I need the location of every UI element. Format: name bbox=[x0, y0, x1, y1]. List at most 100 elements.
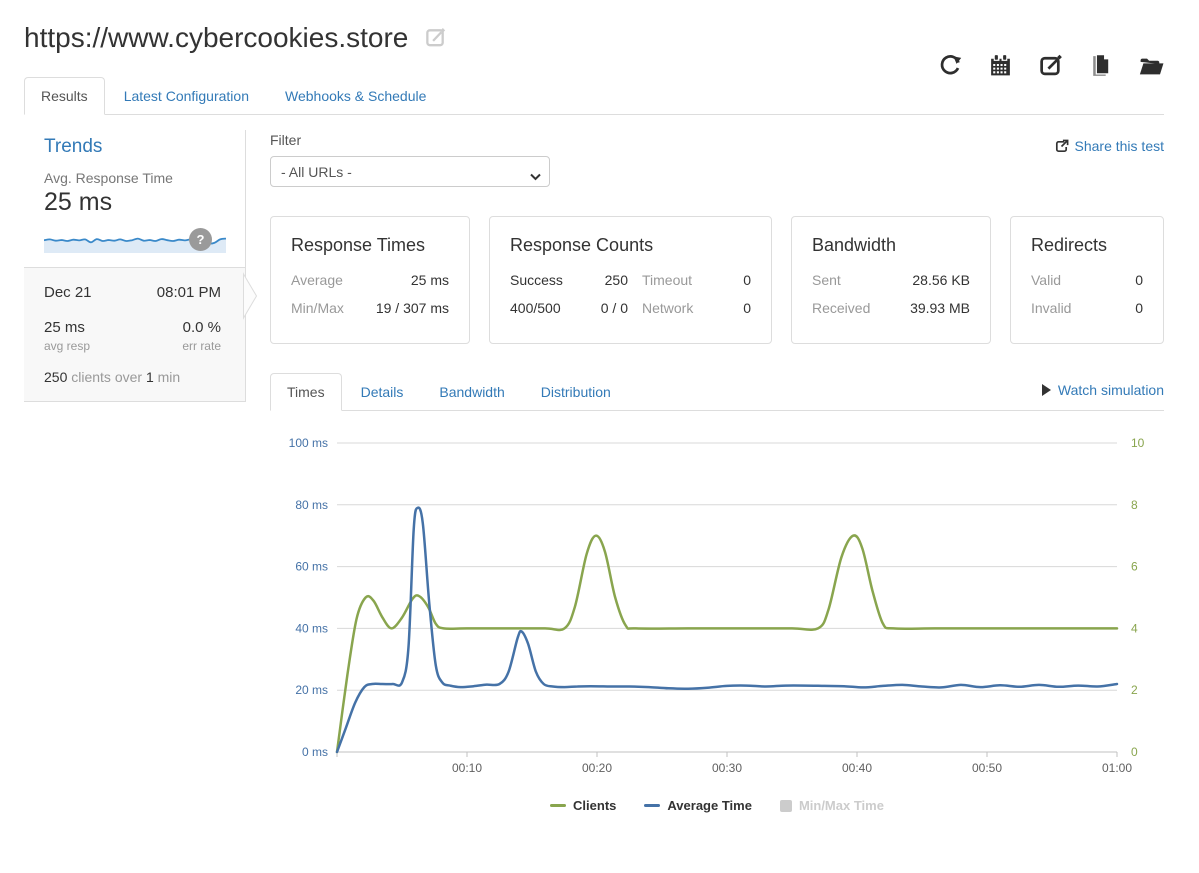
copy-icon[interactable] bbox=[1088, 52, 1114, 78]
test-toolbar bbox=[938, 52, 1164, 78]
help-badge[interactable]: ? bbox=[189, 228, 212, 251]
results-page: https://www.cybercookies.store bbox=[24, 20, 1164, 813]
x-axis-label: 00:40 bbox=[842, 761, 872, 775]
legend-label: Min/Max Time bbox=[798, 798, 884, 813]
x-axis-label: 00:30 bbox=[712, 761, 742, 775]
stat-label: Average bbox=[291, 272, 343, 288]
stat-value: 0 bbox=[1135, 300, 1143, 316]
avg-response-time-value: 25 ms bbox=[44, 188, 113, 216]
url-filter-select[interactable]: - All URLs - bbox=[270, 156, 550, 187]
trends-sidebar: Trends Avg. Response Time 25 ms ? Dec 21… bbox=[24, 130, 258, 402]
y-axis-right-label: 2 bbox=[1131, 683, 1138, 697]
clients-count: 250 bbox=[44, 369, 68, 385]
stat-label: Valid bbox=[1031, 272, 1062, 288]
result-avg-label: avg resp bbox=[44, 339, 91, 353]
x-axis-label: 00:20 bbox=[582, 761, 612, 775]
y-axis-right-label: 0 bbox=[1131, 745, 1138, 759]
clients-duration: 1 bbox=[145, 369, 154, 385]
result-err-label: err rate bbox=[182, 339, 221, 353]
filter-label: Filter bbox=[270, 132, 302, 148]
stat-value: 28.56 KB bbox=[912, 272, 970, 288]
page-title: https://www.cybercookies.store bbox=[24, 22, 409, 53]
legend-label: Clients bbox=[573, 798, 617, 813]
folder-open-icon[interactable] bbox=[1138, 52, 1164, 78]
stat-label: Received bbox=[812, 300, 871, 316]
chart-legend: Clients Average Time Min/Max Time bbox=[270, 798, 1164, 813]
stat-value: 0 bbox=[743, 272, 751, 288]
stat-label: Invalid bbox=[1031, 300, 1072, 316]
tab-times[interactable]: Times bbox=[270, 373, 342, 411]
card-title: Response Counts bbox=[510, 235, 654, 255]
x-axis-label: 00:10 bbox=[452, 761, 482, 775]
result-list-item[interactable]: Dec 21 08:01 PM 25 ms 0.0 % avg resp err… bbox=[24, 267, 258, 402]
main-tabs: Results Latest Configuration Webhooks & … bbox=[24, 77, 1164, 115]
watch-simulation-label: Watch simulation bbox=[1057, 382, 1164, 398]
min-max-box-swatch bbox=[779, 799, 792, 812]
stat-label: 400/500 bbox=[510, 300, 561, 316]
watch-simulation-link[interactable]: Watch simulation bbox=[1041, 382, 1164, 398]
stat-value: 0 / 0 bbox=[600, 300, 628, 316]
stat-label: Sent bbox=[812, 272, 841, 288]
url-filter: - All URLs - bbox=[270, 156, 550, 187]
share-test-label: Share this test bbox=[1074, 138, 1165, 154]
stat-value: 25 ms bbox=[410, 272, 449, 288]
legend-item-average-time[interactable]: Average Time bbox=[644, 798, 752, 813]
y-axis-right-label: 10 bbox=[1131, 436, 1145, 450]
stat-label: Success bbox=[510, 272, 563, 288]
stat-label: Min/Max bbox=[291, 300, 344, 316]
response-times-chart[interactable]: 0 ms 0 20 ms 2 40 ms 4 60 ms 6 80 ms 8 100 ms 10 00:… bbox=[270, 428, 1164, 790]
card-response-times: Response Times Average 25 ms Min/Max 19 / … bbox=[270, 216, 470, 344]
tab-details[interactable]: Details bbox=[360, 384, 404, 400]
result-avg-value: 25 ms bbox=[44, 319, 85, 336]
stat-value: 19 / 307 ms bbox=[375, 300, 449, 316]
y-axis-left-label: 20 ms bbox=[295, 683, 328, 697]
result-err-value: 0.0 % bbox=[182, 319, 221, 336]
legend-item-min-max-time[interactable]: Min/Max Time bbox=[779, 798, 884, 813]
stat-cards: Response Times Average 25 ms Min/Max 19 / … bbox=[270, 216, 1164, 344]
stat-label: Network bbox=[642, 300, 694, 316]
y-axis-right-label: 8 bbox=[1131, 498, 1138, 512]
y-axis-left-label: 100 ms bbox=[289, 436, 328, 450]
selected-result-arrow-icon bbox=[243, 272, 258, 325]
edit-icon[interactable] bbox=[1038, 52, 1064, 78]
tab-latest-configuration[interactable]: Latest Configuration bbox=[123, 88, 249, 104]
stat-value: 0 bbox=[743, 300, 751, 316]
legend-label: Average Time bbox=[667, 798, 752, 813]
calendar-icon[interactable] bbox=[988, 52, 1014, 78]
play-icon bbox=[1041, 384, 1051, 396]
card-bandwidth: Bandwidth Sent 28.56 KB Received 39.93 MB bbox=[791, 216, 991, 344]
refresh-icon[interactable] bbox=[938, 52, 964, 78]
tab-webhooks-schedule[interactable]: Webhooks & Schedule bbox=[285, 88, 427, 104]
card-title: Redirects bbox=[1031, 235, 1108, 255]
avg-response-time-label: Avg. Response Time bbox=[44, 170, 173, 186]
share-test-link[interactable]: Share this test bbox=[1054, 138, 1165, 154]
series-clients bbox=[335, 534, 1119, 754]
share-icon bbox=[1055, 139, 1068, 152]
card-title: Bandwidth bbox=[812, 235, 897, 255]
tab-distribution[interactable]: Distribution bbox=[540, 384, 611, 400]
y-axis-right-label: 6 bbox=[1131, 560, 1138, 574]
y-axis-left-label: 0 ms bbox=[302, 745, 328, 759]
result-clients-summary: 250 clients over 1 min bbox=[44, 369, 221, 385]
card-redirects: Redirects Valid 0 Invalid 0 bbox=[1010, 216, 1164, 344]
y-axis-right-label: 4 bbox=[1131, 621, 1138, 635]
tab-results[interactable]: Results bbox=[24, 77, 105, 115]
chart-tabs: Times Details Bandwidth Distribution Wat… bbox=[270, 373, 1164, 411]
trends-heading[interactable]: Trends bbox=[44, 136, 103, 157]
stat-label: Timeout bbox=[642, 272, 693, 288]
results-main: Filter - All URLs - Share this test bbox=[270, 130, 1164, 813]
clients-unit: min bbox=[153, 369, 181, 385]
legend-item-clients[interactable]: Clients bbox=[550, 798, 616, 813]
clients-text: clients over bbox=[67, 369, 146, 385]
result-date: Dec 21 bbox=[44, 284, 92, 301]
tab-chart-bandwidth[interactable]: Bandwidth bbox=[439, 384, 505, 400]
result-time: 08:01 PM bbox=[156, 284, 221, 301]
trend-sparkline: ? bbox=[43, 227, 227, 253]
series-average-time bbox=[335, 506, 1119, 754]
header: https://www.cybercookies.store bbox=[24, 20, 1164, 56]
card-response-counts: Response Counts Success 250 Timeout 0 40… bbox=[489, 216, 772, 344]
clients-line-swatch bbox=[550, 804, 567, 807]
y-axis-left-label: 40 ms bbox=[295, 621, 328, 635]
x-axis-label: 00:50 bbox=[972, 761, 1002, 775]
edit-title-icon[interactable] bbox=[424, 26, 447, 54]
